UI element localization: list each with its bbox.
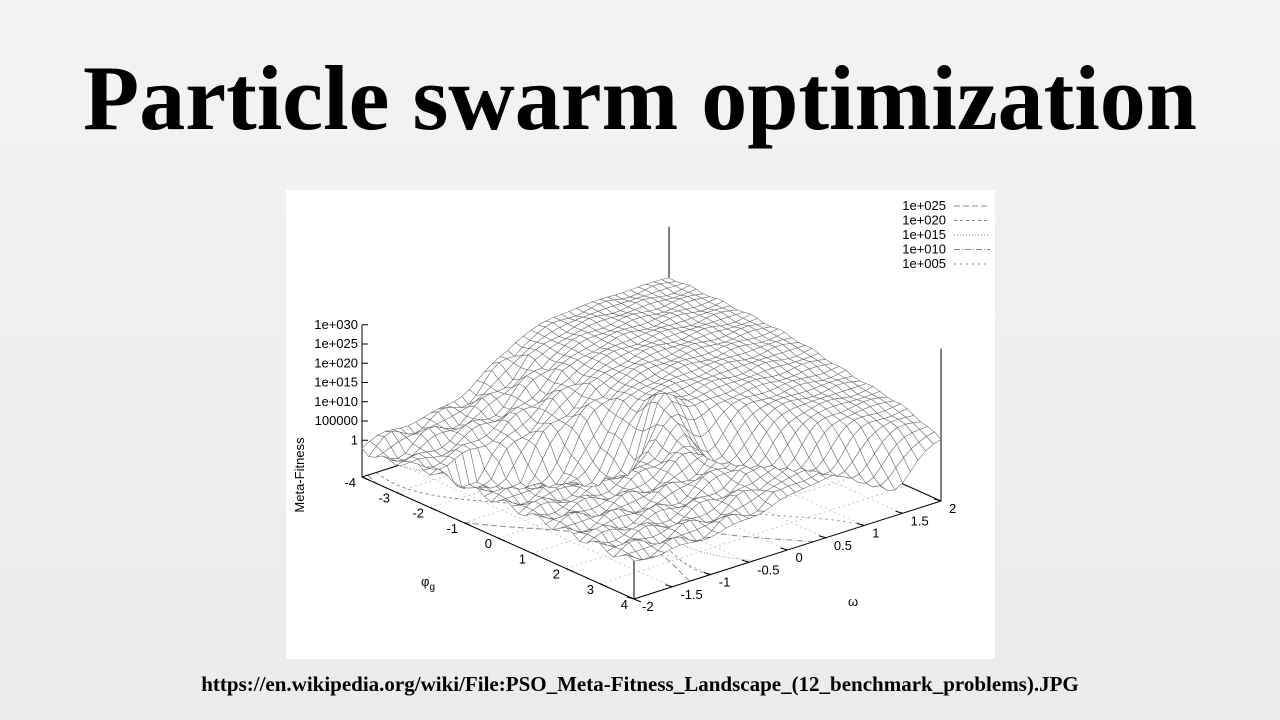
omega-tick-label: -2 — [642, 599, 654, 614]
contour-line — [376, 472, 710, 576]
phi-tick-label: 0 — [485, 536, 492, 551]
legend-label: 1e+020 — [902, 213, 946, 228]
legend-label: 1e+025 — [902, 198, 946, 213]
z-tick-label: 1e+025 — [314, 336, 358, 351]
contour-line — [504, 431, 866, 526]
omega-tick — [895, 510, 903, 514]
z-tick-label: 1 — [351, 432, 358, 447]
omega-tick — [626, 596, 635, 600]
phi-tick-label: 4 — [621, 597, 628, 612]
surface-cell — [660, 277, 677, 283]
phi-tick-label: -3 — [378, 490, 390, 505]
z-tick-label: 1e+030 — [314, 317, 358, 332]
phi-tick — [361, 476, 370, 481]
omega-tick-label: 0 — [796, 550, 803, 565]
contour-line — [397, 465, 754, 562]
z-tick-label: 1e+010 — [314, 394, 358, 409]
phi-tick — [599, 583, 608, 588]
omega-tick — [665, 584, 673, 588]
phi-tick — [565, 568, 574, 572]
z-tick-label: 1e+015 — [314, 375, 358, 390]
phi-tick — [497, 537, 506, 542]
omega-tick-label: 1 — [872, 526, 879, 541]
phi-tick-label: -2 — [412, 506, 424, 521]
phi-tick-label: 2 — [553, 567, 560, 582]
omega-tick — [741, 559, 750, 563]
phi-tick-label: 1 — [519, 551, 526, 566]
phi-tick-label: -4 — [344, 475, 356, 490]
z-tick-label: 100000 — [315, 413, 358, 428]
omega-tick — [818, 535, 827, 539]
omega-tick — [780, 547, 788, 551]
phi-tick-label: -1 — [446, 521, 458, 536]
z-axis-label: Meta-Fitness — [292, 437, 307, 513]
omega-tick-label: 0.5 — [834, 538, 852, 553]
phi-tick — [633, 598, 642, 603]
phi-tick — [395, 491, 404, 496]
omega-tick-label: -0.5 — [757, 562, 779, 577]
y-axis-label: φg — [421, 574, 435, 593]
surface-chart: 11000001e+0101e+0151e+0201e+0251e+030-4-… — [286, 190, 995, 659]
chart-figure: 1 100000 1e+010 1e+015 1e+020 1e+025 1e+030 -4-… — [286, 190, 995, 659]
omega-tick-label: -1.5 — [680, 587, 702, 602]
phi-tick — [429, 507, 438, 511]
surface-mesh — [361, 277, 942, 562]
omega-tick — [703, 572, 711, 575]
legend-label: 1e+005 — [902, 256, 946, 271]
omega-tick-label: 2 — [949, 501, 956, 516]
tick-labels: 1 100000 1e+010 1e+015 1e+020 1e+025 1e+030 -4 -… — [314, 317, 956, 614]
legend-label: 1e+015 — [902, 227, 946, 242]
omega-tick — [933, 498, 942, 502]
phi-tick-label: 3 — [587, 582, 594, 597]
phi-tick — [463, 522, 472, 527]
z-tick-label: 1e+020 — [314, 355, 358, 370]
omega-tick-label: 1.5 — [911, 513, 929, 528]
slide-title: Particle swarm optimization — [83, 47, 1197, 149]
omega-tick — [857, 523, 865, 526]
omega-tick-label: -1 — [719, 575, 731, 590]
legend-label: 1e+010 — [902, 242, 946, 257]
source-url: https://en.wikipedia.org/wiki/File:PSO_M… — [201, 672, 1079, 696]
x-axis-label: ω — [848, 594, 858, 609]
phi-tick — [531, 552, 540, 557]
